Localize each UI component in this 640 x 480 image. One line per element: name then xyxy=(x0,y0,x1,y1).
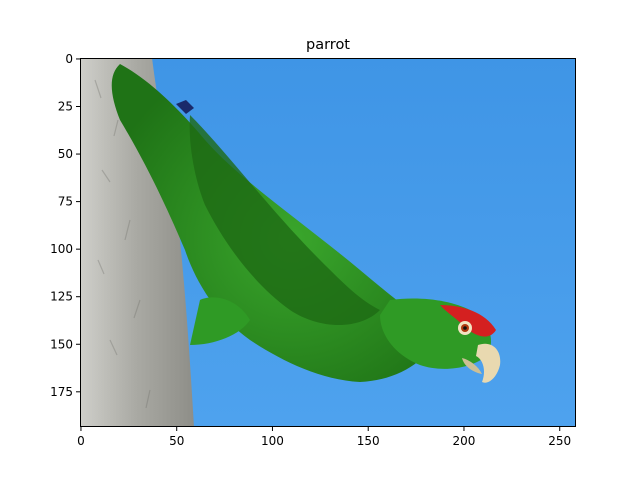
parrot-leg xyxy=(190,297,250,345)
x-tick-label: 50 xyxy=(169,434,184,448)
x-tick-label: 200 xyxy=(453,434,476,448)
y-axis: 0 25 50 75 100 125 150 175 xyxy=(50,52,80,399)
x-tick-label: 150 xyxy=(357,434,380,448)
axes-frame xyxy=(80,58,576,427)
y-tick-label: 25 xyxy=(58,100,73,114)
x-axis: 0 50 100 150 200 250 xyxy=(77,427,571,448)
parrot-red-crown xyxy=(440,305,496,337)
y-tick-label: 150 xyxy=(50,337,73,351)
x-tick-label: 100 xyxy=(261,434,284,448)
parrot-wing xyxy=(189,115,380,325)
y-tick-label: 100 xyxy=(50,242,73,256)
y-tick-label: 125 xyxy=(50,290,73,304)
parrot-photo xyxy=(80,58,576,427)
x-tick-label: 0 xyxy=(77,434,85,448)
x-tick-label: 250 xyxy=(548,434,571,448)
parrot-beak xyxy=(476,343,501,383)
y-tick-label: 75 xyxy=(58,195,73,209)
figure-title: parrot xyxy=(306,37,350,53)
parrot-blue-feather xyxy=(176,100,194,114)
y-tick-label: 0 xyxy=(65,52,73,66)
y-tick-label: 50 xyxy=(58,147,73,161)
y-tick-label: 175 xyxy=(50,385,73,399)
